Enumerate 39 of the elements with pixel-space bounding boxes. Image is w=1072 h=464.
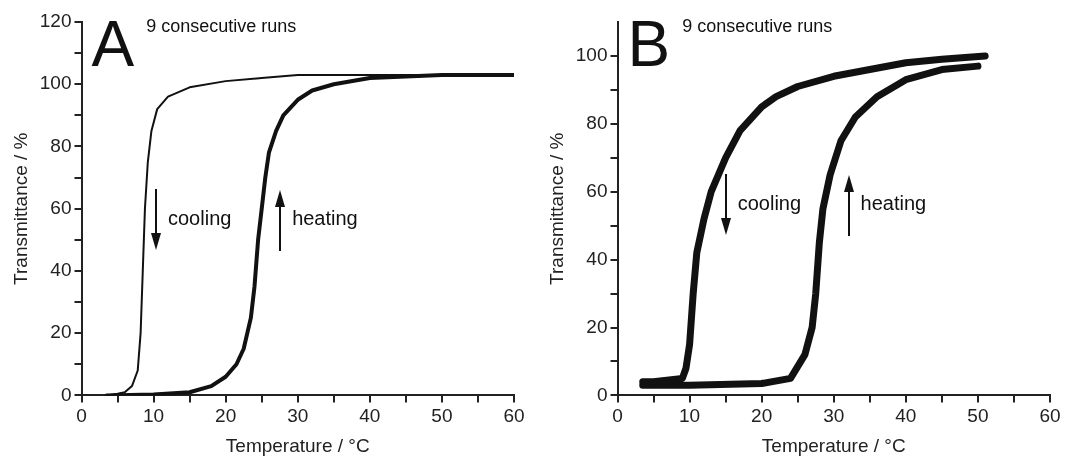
annotation: heating <box>292 207 358 230</box>
y-tick-label: 80 <box>50 134 72 156</box>
y-tick-label: 100 <box>39 72 72 94</box>
x-tick-label: 60 <box>503 405 525 427</box>
annotation: B <box>627 7 671 80</box>
x-tick-label: 40 <box>895 405 917 427</box>
annotation: 9 consecutive runs <box>146 15 297 36</box>
x-tick-label: 10 <box>679 405 701 427</box>
y-tick-label: 0 <box>596 383 608 405</box>
y-tick-label: 20 <box>586 315 608 337</box>
annotation: cooling <box>737 192 802 215</box>
x-axis-title: Temperature / °C <box>761 434 906 456</box>
y-tick-label: 0 <box>60 383 72 405</box>
annotation: heating <box>860 192 927 215</box>
y-tick-label: 60 <box>50 196 72 218</box>
annotation: 9 consecutive runs <box>682 15 833 36</box>
annotation: cooling <box>168 207 232 230</box>
x-tick-label: 50 <box>431 405 453 427</box>
y-axis-title: Transmittance / % <box>545 132 567 285</box>
y-tick-label: 60 <box>586 179 608 201</box>
y-tick-label: 80 <box>586 112 608 134</box>
x-axis-title: Temperature / °C <box>225 434 370 456</box>
y-tick-label: 100 <box>575 44 608 66</box>
y-axis-title: Transmittance / % <box>9 132 31 285</box>
x-tick-label: 50 <box>967 405 989 427</box>
x-tick-label: 60 <box>1039 405 1061 427</box>
y-tick-label: 20 <box>50 321 72 343</box>
y-tick-label: 40 <box>50 259 72 281</box>
x-tick-label: 0 <box>612 405 623 427</box>
x-tick-label: 20 <box>751 405 773 427</box>
x-tick-label: 30 <box>287 405 309 427</box>
annotation: A <box>91 7 135 80</box>
x-tick-label: 10 <box>143 405 165 427</box>
y-tick-label: 120 <box>39 10 72 32</box>
x-tick-label: 0 <box>76 405 87 427</box>
x-tick-label: 30 <box>823 405 845 427</box>
x-tick-label: 20 <box>215 405 237 427</box>
x-tick-label: 40 <box>359 405 381 427</box>
y-tick-label: 40 <box>586 247 608 269</box>
